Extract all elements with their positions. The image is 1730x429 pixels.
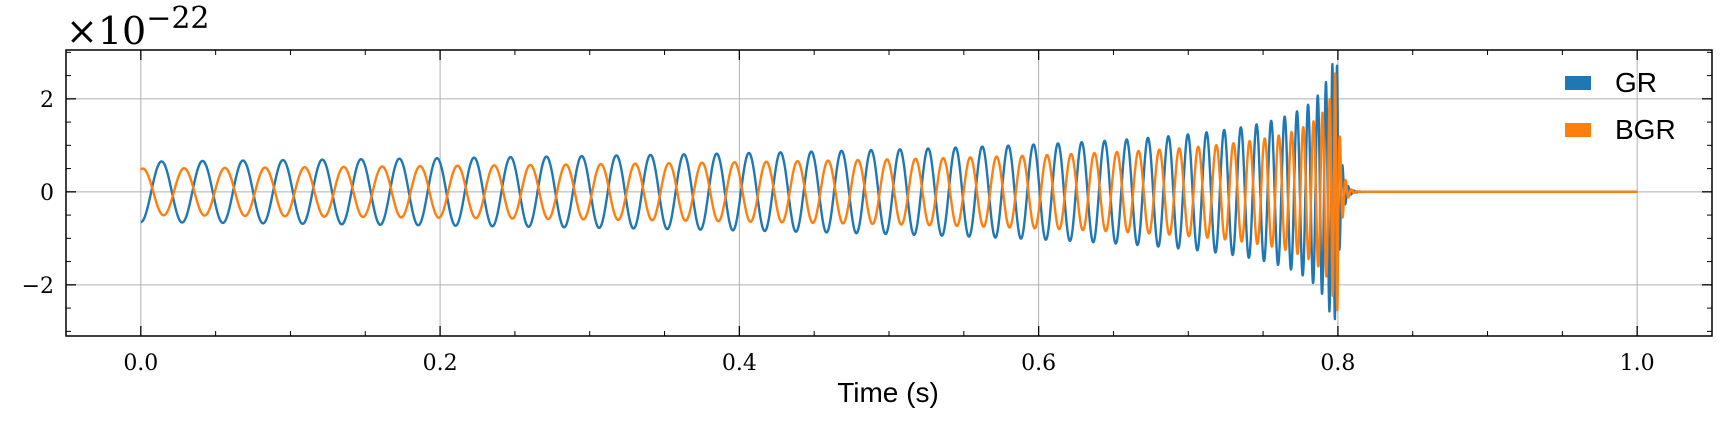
x-tick-label: 1.0 — [1620, 351, 1655, 376]
legend-swatch-bgr — [1565, 123, 1591, 137]
legend-label-gr: GR — [1615, 67, 1657, 98]
series-line-bgr — [139, 72, 1639, 312]
x-tick-label: 0.8 — [1320, 351, 1355, 376]
legend-swatch-gr — [1565, 76, 1591, 90]
x-tick-label: 0.4 — [722, 351, 757, 376]
y-exponent-power: −22 — [146, 1, 209, 36]
y-tick-label: 2 — [40, 88, 54, 113]
y-exponent-label: ×10−22 — [66, 1, 210, 53]
x-axis-label: Time (s) — [837, 377, 939, 408]
legend-label-bgr: BGR — [1615, 114, 1676, 145]
x-tick-label: 0.6 — [1021, 351, 1056, 376]
y-exponent-base: ×10 — [66, 9, 146, 53]
plot-area: 0.0 0.2 0.4 0.6 0.8 1.0 −2 0 2 GR BGR — [22, 49, 1713, 376]
y-tick-label: 0 — [40, 181, 54, 206]
x-tick-label: 0.2 — [423, 351, 458, 376]
y-tick-label: −2 — [22, 274, 54, 299]
x-tick-label: 0.0 — [123, 351, 158, 376]
